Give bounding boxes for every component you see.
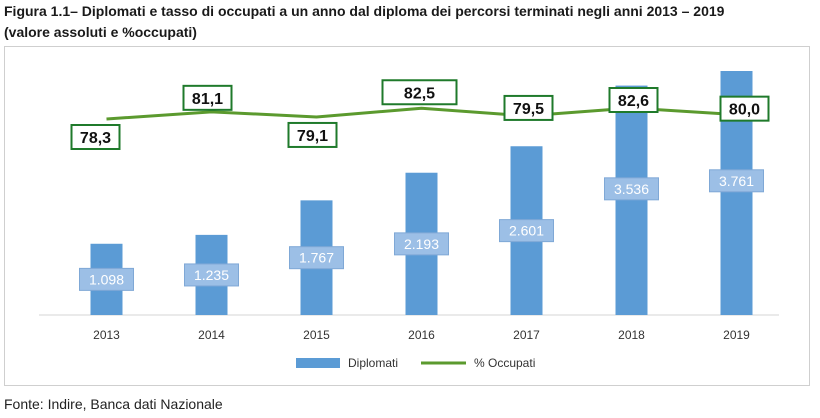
- bar-data-label-box: [709, 169, 764, 193]
- line-data-label: 79,1: [297, 128, 328, 145]
- bar-data-label: 1.098: [89, 271, 124, 287]
- line-data-label-box: [70, 124, 121, 150]
- line-data-label-box: [182, 84, 233, 111]
- bar-data-label-box: [79, 267, 134, 291]
- bar-data-label: 3.761: [719, 173, 754, 189]
- line-data-label-box: [287, 121, 338, 148]
- chart-frame: [4, 46, 810, 386]
- bar-data-label-box: [394, 232, 449, 256]
- bar-data-label-box: [604, 177, 659, 201]
- legend-swatch-diplomati: [296, 358, 340, 368]
- bar-data-label-box: [499, 219, 554, 243]
- bar-data-label-box: [289, 246, 344, 270]
- x-tick-label: 2015: [303, 328, 330, 342]
- line-data-label: 82,5: [404, 85, 435, 102]
- line-data-label: 82,6: [618, 93, 649, 110]
- x-tick-label: 2013: [93, 328, 120, 342]
- chart-subtitle: (valore assoluti e %occupati): [4, 24, 197, 40]
- bar-data-label: 2.601: [509, 223, 544, 239]
- legend-label-diplomati: Diplomati: [348, 356, 398, 370]
- bar-data-label: 1.235: [194, 267, 229, 283]
- x-tick-label: 2018: [618, 328, 645, 342]
- bar-data-label: 3.536: [614, 181, 649, 197]
- x-tick-label: 2014: [198, 328, 225, 342]
- line-data-label-box: [719, 95, 770, 122]
- line-data-label-box: [608, 87, 659, 113]
- line-data-label: 80,0: [729, 102, 760, 119]
- bar-data-label: 1.767: [299, 250, 334, 266]
- line-data-label: 79,5: [513, 101, 544, 118]
- bar-data-label-box: [184, 263, 239, 287]
- chart-title: Figura 1.1– Diplomati e tasso di occupat…: [4, 3, 725, 19]
- line-data-label-box: [381, 79, 458, 106]
- line-data-label: 78,3: [80, 130, 111, 147]
- bar-data-label: 2.193: [404, 236, 439, 252]
- line-data-label-box: [503, 94, 554, 121]
- source-note: Fonte: Indire, Banca dati Nazionale: [4, 396, 223, 412]
- x-tick-label: 2019: [723, 328, 750, 342]
- line-data-label: 81,1: [192, 91, 223, 108]
- x-tick-label: 2016: [408, 328, 435, 342]
- x-tick-label: 2017: [513, 328, 540, 342]
- legend-label-occupati: % Occupati: [474, 356, 535, 370]
- combo-chart: 1.098 1.235 1.767 2.193 2.601 3.536 3.761 78,3 8…: [39, 71, 779, 370]
